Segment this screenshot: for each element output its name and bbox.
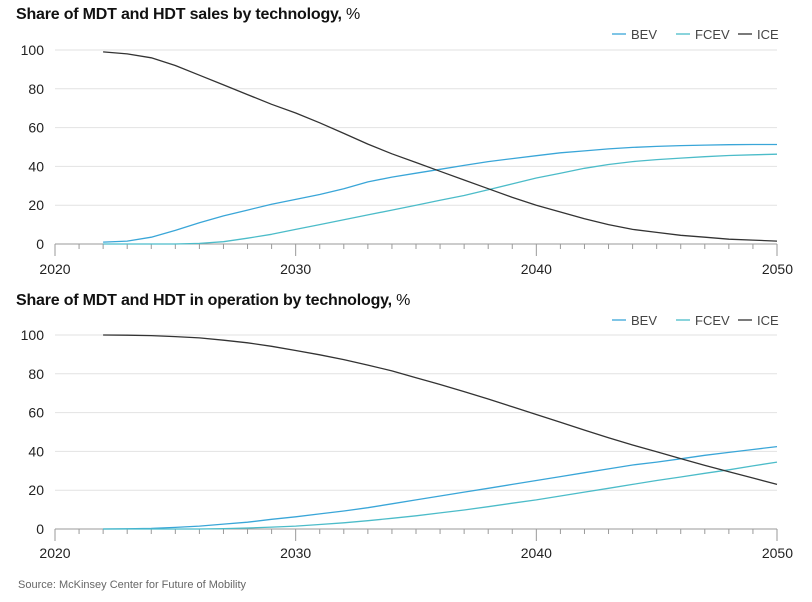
series-line-ice [103, 51, 778, 242]
x-tick-label: 2040 [521, 261, 552, 277]
series-line-bev [103, 143, 777, 243]
source-note: Source: McKinsey Center for Future of Mo… [18, 579, 247, 591]
legend-item-bev: BEV [612, 313, 657, 328]
x-tick-label: 2050 [762, 545, 793, 561]
x-tick-label: 2030 [280, 545, 311, 561]
legend-item-ice: ICE [738, 27, 779, 42]
series-line-bev [103, 445, 778, 530]
y-tick-label: 40 [28, 158, 44, 174]
x-tick-label: 2040 [521, 545, 552, 561]
x-tick-label: 2020 [39, 261, 70, 277]
y-tick-label: 60 [28, 120, 44, 136]
series-line-fcev [103, 461, 778, 530]
chart-title-unit: % [396, 292, 411, 309]
legend-label: ICE [757, 313, 779, 328]
y-tick-label: 80 [28, 366, 44, 382]
legend-label: BEV [631, 27, 657, 42]
chart-title-operation: Share of MDT and HDT in operation by tec… [16, 292, 410, 310]
y-tick-label: 80 [28, 81, 44, 97]
legend-label: FCEV [695, 27, 730, 42]
y-tick-label: 0 [36, 521, 44, 537]
chart-title-sales: Share of MDT and HDT sales by technology… [16, 6, 360, 24]
chart-title-unit: % [346, 6, 361, 23]
legend-item-fcev: FCEV [676, 313, 730, 328]
legend-label: ICE [757, 27, 779, 42]
legend-item-fcev: FCEV [676, 27, 730, 42]
x-tick-label: 2050 [762, 261, 793, 277]
y-tick-label: 40 [28, 443, 44, 459]
chart-title-text: Share of MDT and HDT in operation by tec… [16, 292, 392, 309]
series-line-ice [103, 334, 778, 486]
y-tick-label: 20 [28, 482, 44, 498]
x-tick-label: 2020 [39, 545, 70, 561]
y-tick-label: 100 [21, 327, 45, 343]
y-tick-label: 0 [36, 236, 44, 252]
y-tick-label: 20 [28, 197, 44, 213]
legend-item-ice: ICE [738, 313, 779, 328]
legend-label: FCEV [695, 313, 730, 328]
y-tick-label: 100 [21, 42, 45, 58]
series-line-fcev [103, 153, 778, 245]
x-tick-label: 2030 [280, 261, 311, 277]
legend-label: BEV [631, 313, 657, 328]
chart-title-text: Share of MDT and HDT sales by technology… [16, 6, 342, 23]
y-tick-label: 60 [28, 405, 44, 421]
legend-item-bev: BEV [612, 27, 657, 42]
